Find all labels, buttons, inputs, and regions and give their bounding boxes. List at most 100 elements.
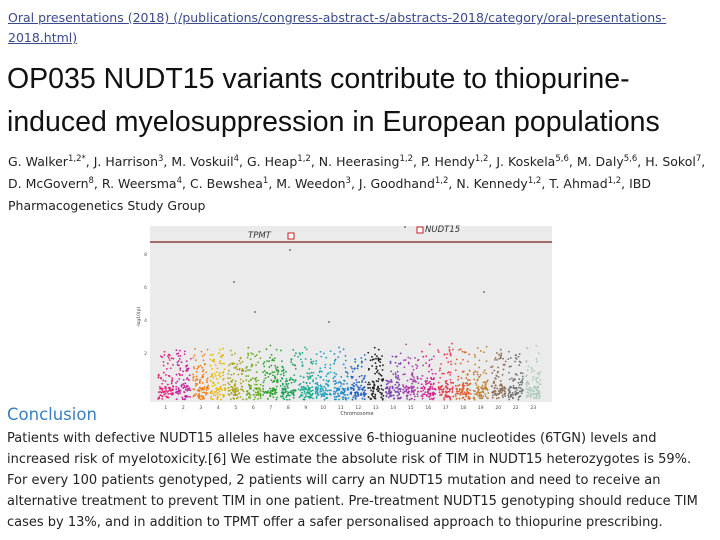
snp-dot xyxy=(460,377,463,380)
snp-dot xyxy=(363,374,366,377)
snp-dot xyxy=(494,377,497,380)
author-affiliation: 7 xyxy=(695,153,702,164)
snp-dot xyxy=(319,369,322,372)
snp-dot xyxy=(291,392,293,395)
snp-dot xyxy=(414,357,416,359)
snp-dot xyxy=(308,382,311,384)
snp-dot xyxy=(343,383,345,385)
snp-dot xyxy=(439,367,442,370)
snp-dot xyxy=(421,395,424,398)
snp-dot xyxy=(273,375,276,378)
snp-dot xyxy=(539,383,542,386)
snp-dot xyxy=(388,389,391,392)
snp-dot xyxy=(184,386,187,389)
snp-dot xyxy=(345,398,347,401)
snp-dot xyxy=(535,396,538,399)
snp-dot xyxy=(452,395,455,398)
snp-dot xyxy=(434,393,436,395)
snp-dot xyxy=(322,378,325,381)
snp-dot xyxy=(333,383,336,386)
snp-dot xyxy=(284,390,287,392)
snp-dot xyxy=(168,375,171,378)
snp-dot xyxy=(230,391,233,394)
snp-dot xyxy=(227,364,230,367)
snp-dot xyxy=(421,397,424,400)
snp-dot xyxy=(509,393,512,396)
snp-dot xyxy=(392,394,395,397)
snp-dot xyxy=(306,375,309,378)
snp-dot xyxy=(270,392,272,394)
snp-dot xyxy=(381,398,384,401)
snp-dot xyxy=(346,393,349,396)
snp-dot xyxy=(315,397,318,400)
snp-dot xyxy=(521,375,524,378)
snp-dot xyxy=(188,387,190,390)
snp-dot xyxy=(535,377,538,379)
snp-dot xyxy=(175,398,178,401)
snp-dot xyxy=(312,371,315,374)
snp-dot xyxy=(283,385,286,388)
snp-dot xyxy=(263,392,266,394)
snp-dot xyxy=(285,382,288,385)
snp-dot xyxy=(403,366,406,369)
snp-dot xyxy=(428,364,431,366)
snp-dot xyxy=(195,378,198,380)
snp-dot xyxy=(333,360,336,362)
snp-dot xyxy=(341,391,344,394)
snp-dot xyxy=(264,377,267,380)
snp-dot xyxy=(249,369,251,372)
snp-dot xyxy=(381,369,384,371)
snp-dot xyxy=(422,385,425,388)
snp-dot xyxy=(483,351,485,354)
snp-dot xyxy=(329,350,332,353)
snp-dot xyxy=(219,387,222,390)
snp-dot xyxy=(168,357,170,359)
snp-dot xyxy=(461,350,464,353)
snp-dot xyxy=(405,388,408,391)
snp-dot xyxy=(237,388,240,391)
author: M. Weedon3, xyxy=(276,175,359,191)
snp-dot xyxy=(179,369,182,371)
snp-dot xyxy=(389,395,392,398)
snp-dot xyxy=(528,388,530,391)
snp-dot xyxy=(360,392,362,395)
snp-dot xyxy=(399,388,401,391)
snp-dot xyxy=(357,393,360,396)
snp-dot xyxy=(241,368,244,370)
snp-dot xyxy=(351,383,354,386)
snp-dot xyxy=(275,368,278,371)
snp-dot xyxy=(504,395,507,397)
snp-dot xyxy=(360,374,363,377)
snp-dot xyxy=(482,395,485,398)
snp-dot xyxy=(316,381,319,384)
snp-dot xyxy=(484,395,487,398)
snp-dot xyxy=(464,382,467,385)
author: D. McGovern8, xyxy=(8,175,102,191)
snp-dot xyxy=(254,378,257,381)
snp-dot xyxy=(495,394,498,397)
snp-dot xyxy=(292,349,295,351)
snp-dot xyxy=(381,392,383,395)
breadcrumb-link[interactable]: Oral presentations (2018) (/publications… xyxy=(8,10,667,45)
snp-dot xyxy=(177,352,180,355)
snp-dot xyxy=(333,386,336,389)
author-affiliation: 4 xyxy=(176,175,182,186)
snp-dot xyxy=(301,352,304,354)
snp-dot xyxy=(352,389,355,392)
snp-dot xyxy=(386,392,389,395)
snp-dot xyxy=(205,371,208,374)
snp-dot xyxy=(255,380,258,383)
snp-dot xyxy=(182,379,185,381)
snp-dot xyxy=(199,387,202,390)
snp-dot xyxy=(210,392,212,395)
snp-dot xyxy=(292,389,294,392)
snp-dot xyxy=(160,394,163,397)
snp-dot xyxy=(213,358,216,361)
snp-dot xyxy=(478,397,481,400)
snp-dot xyxy=(234,388,237,391)
snp-dot xyxy=(276,396,278,399)
snp-dot xyxy=(525,375,527,378)
snp-dot xyxy=(413,380,415,383)
snp-dot xyxy=(186,377,189,379)
snp-dot xyxy=(354,360,357,363)
